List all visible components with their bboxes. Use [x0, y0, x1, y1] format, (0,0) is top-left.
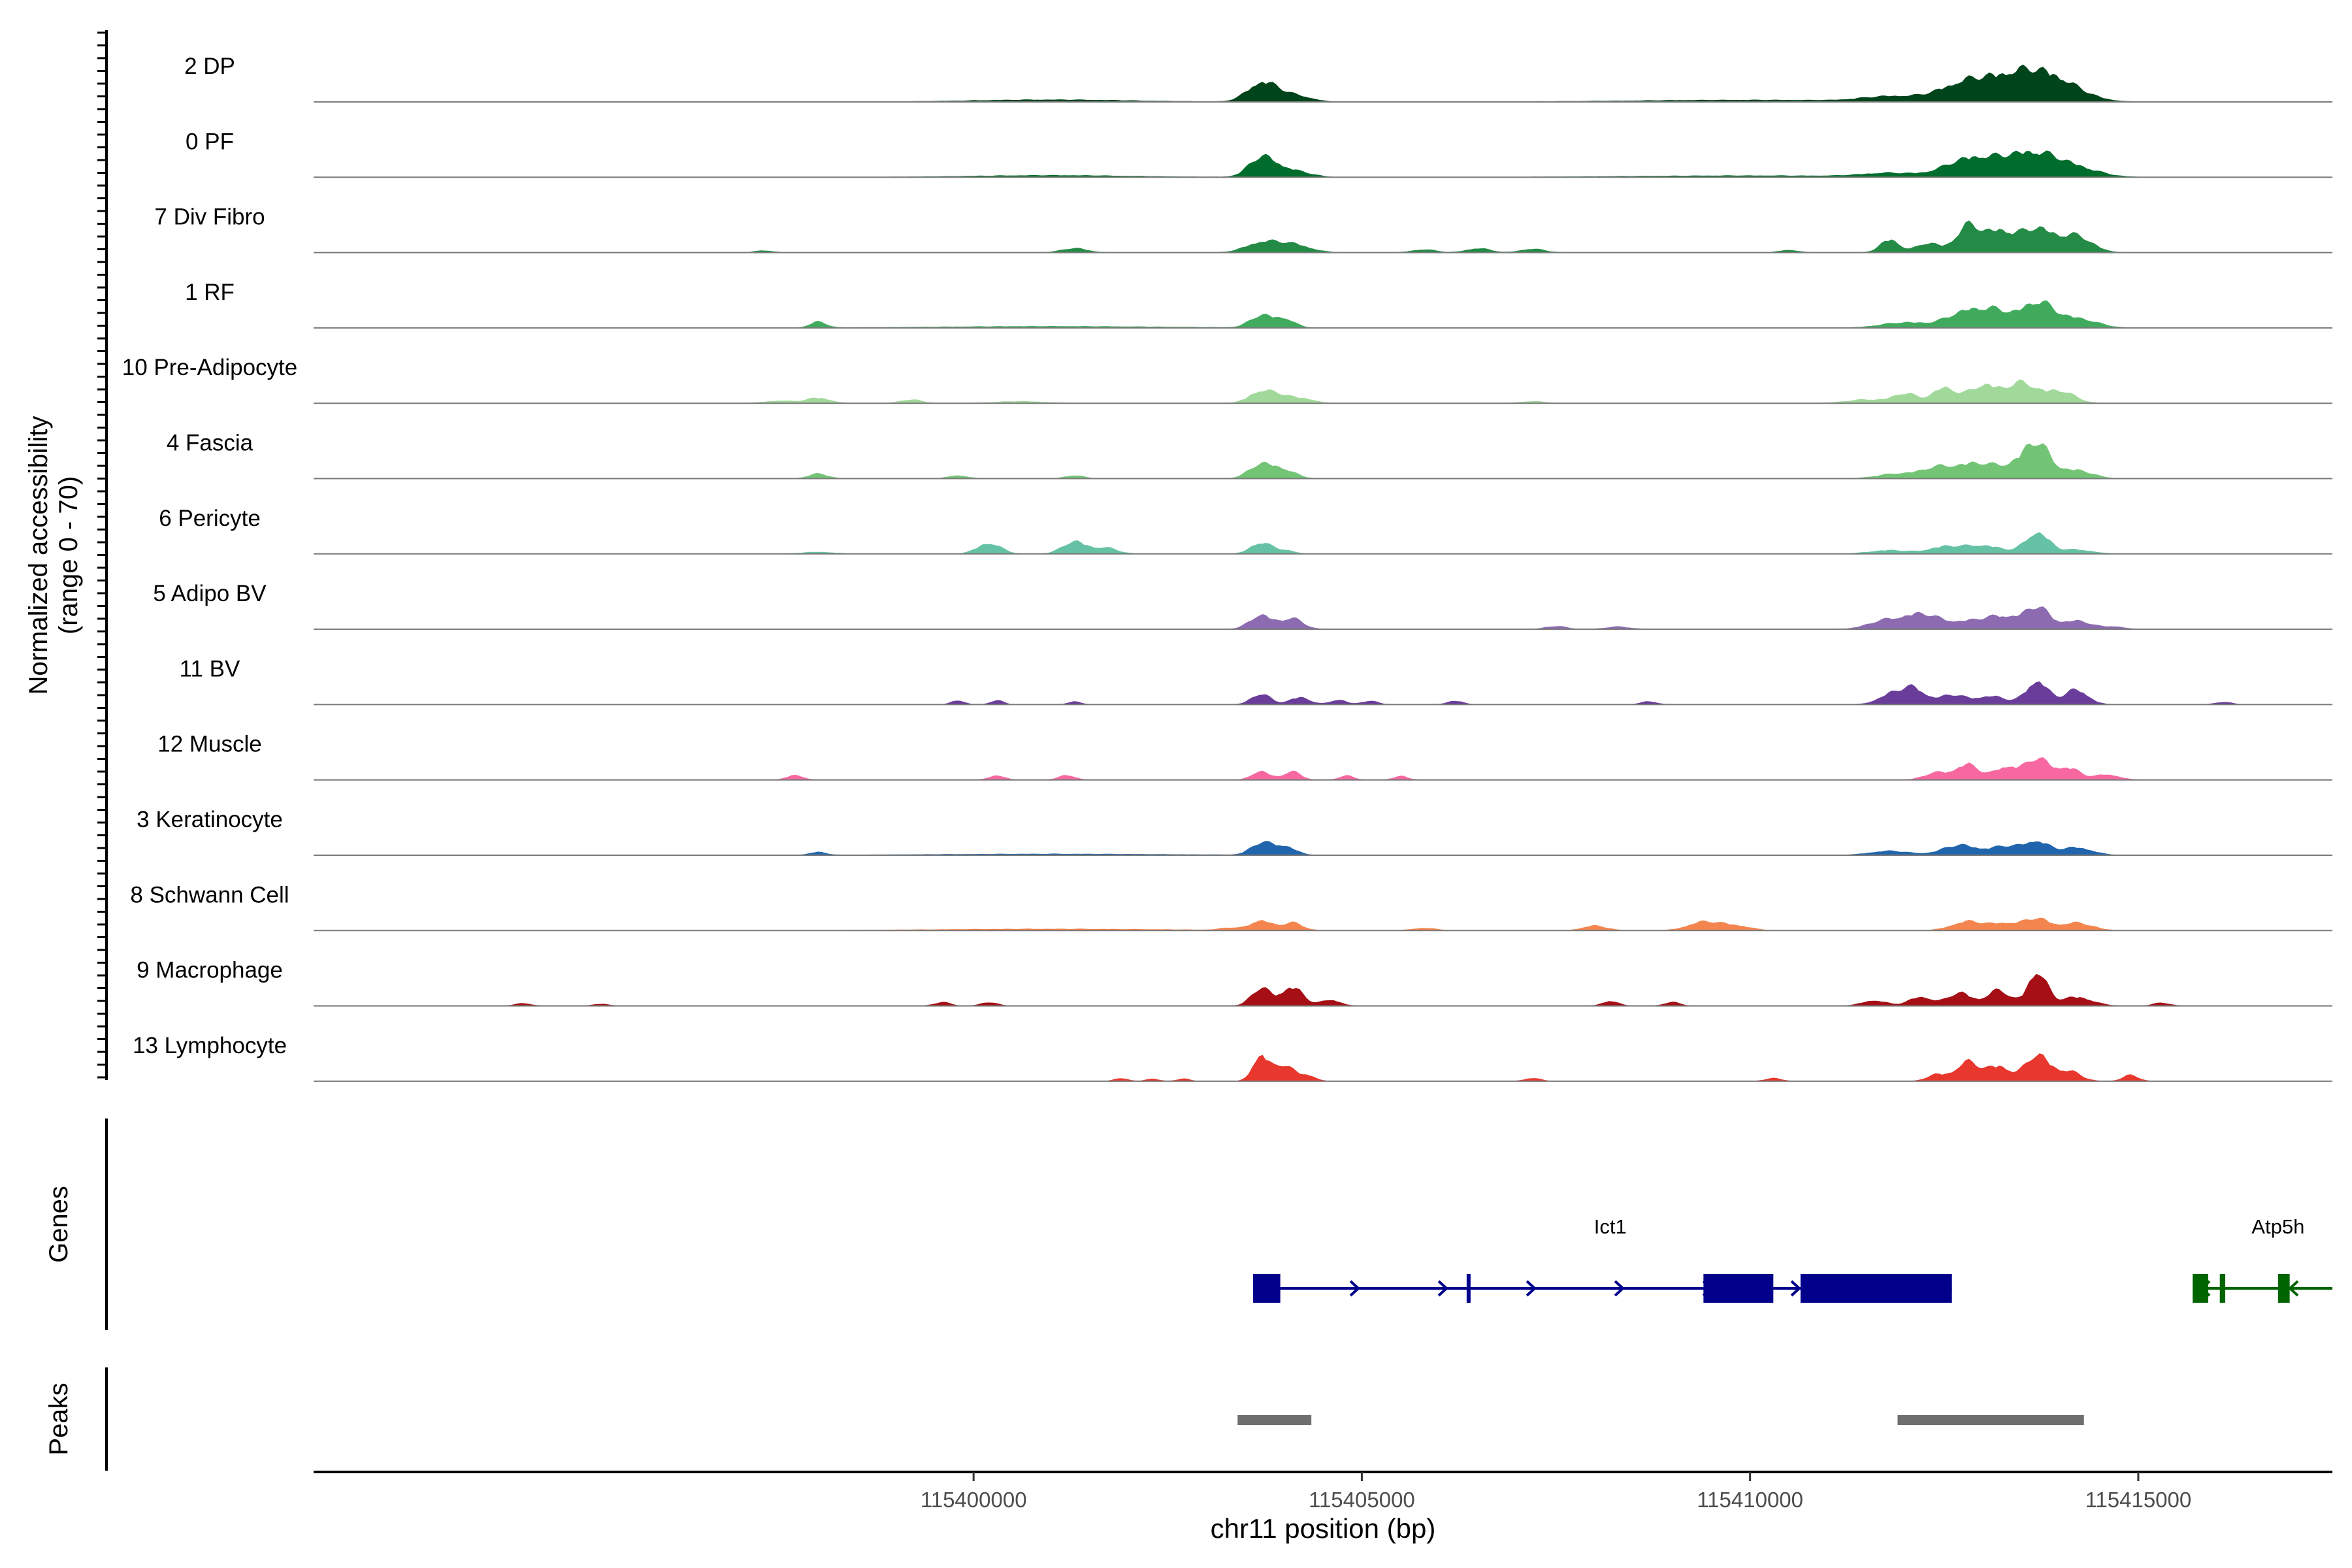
gene-exon — [2278, 1274, 2290, 1303]
strand-arrow — [1526, 1280, 1537, 1297]
x-tick-label: 115410000 — [1697, 1488, 1803, 1512]
track-4-fascia: 4 Fascia — [167, 431, 2332, 480]
track-8-schwann-cell: 8 Schwann Cell — [130, 882, 2332, 932]
track-label: 4 Fascia — [167, 431, 253, 456]
track-12-muscle: 12 Muscle — [157, 732, 2332, 781]
track-label: 0 PF — [186, 129, 234, 154]
track-5-adipo-bv: 5 Adipo BV — [153, 581, 2332, 630]
peak-regions-track — [1237, 1415, 2084, 1425]
peak-region-bar — [1237, 1415, 1312, 1425]
track-3-keratinocyte: 3 Keratinocyte — [137, 807, 2332, 856]
track-label: 7 Div Fibro — [154, 204, 265, 230]
track-10-pre-adipocyte: 10 Pre-Adipocyte — [122, 355, 2332, 404]
peak-region-bar — [1897, 1415, 2084, 1425]
track-9-macrophage: 9 Macrophage — [137, 958, 2332, 1007]
gene-label: Atp5h — [2251, 1215, 2304, 1238]
gene-exon — [2193, 1274, 2208, 1303]
gene-label: Ict1 — [1594, 1215, 1627, 1238]
track-label: 13 Lymphocyte — [133, 1033, 287, 1058]
track-label: 3 Keratinocyte — [137, 807, 283, 832]
track-label: 6 Pericyte — [159, 506, 261, 531]
x-tick-label: 115400000 — [921, 1488, 1027, 1512]
strand-arrow — [1614, 1280, 1625, 1297]
strand-arrow — [1349, 1280, 1360, 1297]
gene-exon — [1703, 1274, 1774, 1303]
strand-arrow — [2288, 1280, 2299, 1297]
track-2-dp: 2 DP — [184, 54, 2332, 103]
x-tick-label: 115415000 — [2085, 1488, 2192, 1512]
track-6-pericyte: 6 Pericyte — [159, 506, 2332, 555]
gene-annotation-track: Ict1 Atp5h — [1253, 1215, 2332, 1303]
track-13-lymphocyte: 13 Lymphocyte — [133, 1033, 2332, 1082]
gene-exon — [2219, 1274, 2225, 1303]
track-0-pf: 0 PF — [186, 129, 2332, 178]
track-label: 5 Adipo BV — [153, 581, 267, 606]
x-tick-label: 115405000 — [1309, 1488, 1415, 1512]
track-label: 10 Pre-Adipocyte — [122, 355, 297, 380]
strand-arrow — [1437, 1280, 1448, 1297]
coverage-y-axis-label-line2: (range 0 - 70) — [54, 476, 83, 634]
track-label: 1 RF — [185, 280, 235, 305]
x-axis: 115400000 115405000 115410000 115415000 — [314, 1471, 2332, 1512]
track-7-div-fibro: 7 Div Fibro — [154, 204, 2332, 253]
track-1-rf: 1 RF — [185, 280, 2332, 329]
track-label: 11 BV — [180, 656, 240, 681]
coverage-y-axis-label-line1: Normalized accessibility — [24, 416, 53, 695]
gene-atp5h: Atp5h — [2193, 1215, 2332, 1303]
track-label: 2 DP — [184, 54, 235, 79]
gene-exon — [1253, 1274, 1281, 1303]
track-label: 8 Schwann Cell — [130, 882, 289, 907]
x-axis-label: chr11 position (bp) — [1211, 1513, 1436, 1544]
peaks-panel-label: Peaks — [44, 1382, 73, 1455]
coverage-y-axis — [97, 30, 108, 1080]
track-label: 9 Macrophage — [137, 958, 283, 983]
gene-ict1: Ict1 — [1253, 1215, 1952, 1303]
strand-arrow — [1790, 1280, 1801, 1297]
gene-exon — [1466, 1274, 1471, 1303]
genes-panel-label: Genes — [44, 1186, 73, 1263]
track-label: 12 Muscle — [157, 732, 262, 757]
gene-exon — [1800, 1274, 1952, 1303]
track-11-bv: 11 BV — [180, 656, 2332, 706]
coverage-tracks: 2 DP 0 PF 7 Div Fibro 1 RF 10 Pre-Adipocyte 4… — [122, 54, 2332, 1082]
